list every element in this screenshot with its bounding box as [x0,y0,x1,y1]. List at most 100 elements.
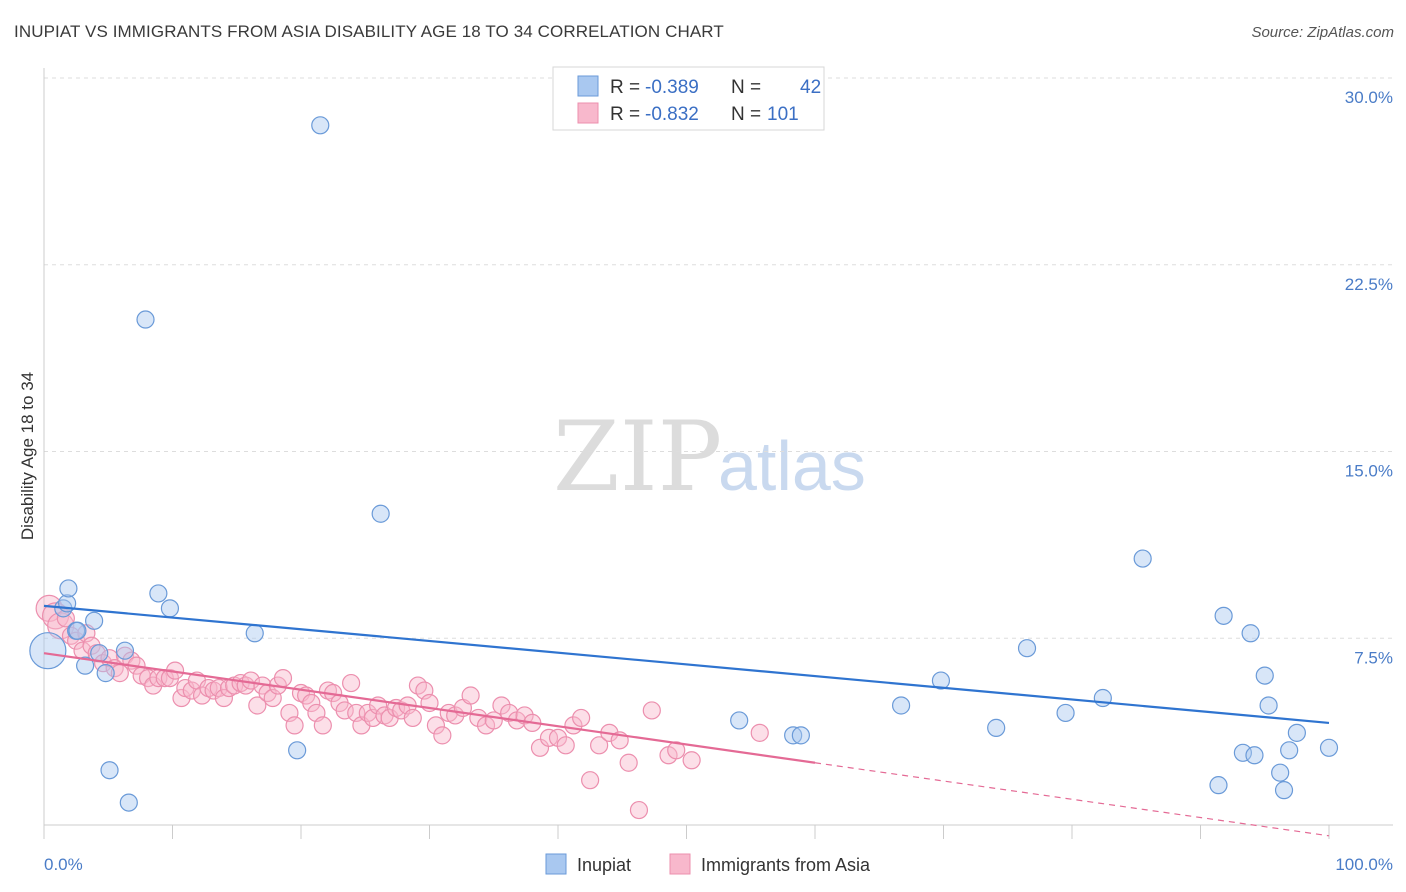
immigrants-point-45 [285,716,304,735]
immigrants-point-84 [530,738,550,757]
inupiat-point-0 [29,632,67,670]
inupiat-point-11 [115,641,135,660]
y-tick-label-3: 30.0% [1345,88,1393,107]
immigrants-point-87 [556,736,575,755]
inupiat-point-22 [791,726,810,745]
bottom-legend-label-immigrants: Immigrants from Asia [701,855,871,875]
legend-r-value-immigrants: -0.832 [645,104,699,125]
inupiat-trend-line [43,604,1330,725]
inupiat-point-16 [245,624,264,643]
immigrants-point-31 [209,678,228,698]
y-tick-labels: 7.5% 15.0% 22.5% 30.0% [1345,88,1393,667]
immigrants-point-54 [335,701,354,720]
inupiat-point-12 [119,793,138,812]
series-legend: Inupiat Immigrants from Asia [545,853,871,875]
immigrants-point-80 [500,703,519,723]
inupiat-point-41 [1319,738,1339,757]
inupiat-point-21 [784,726,803,745]
watermark-zip: ZIP [553,401,722,513]
immigrants-trend-line [43,652,816,764]
immigrants-point-70 [426,716,446,735]
bottom-legend-swatch-inupiat [545,853,567,875]
inupiat-point-13 [136,310,155,329]
inupiat-point-37 [1271,763,1290,782]
inupiat-point-17 [288,741,307,760]
inupiat-point-28 [1093,688,1112,708]
inupiat-point-3 [59,579,78,598]
inupiat-point-20 [730,711,749,730]
inupiat-point-26 [1017,639,1037,658]
immigrants-point-98 [667,741,686,760]
immigrants-point-50 [313,716,332,735]
immigrants-point-24 [172,688,191,708]
immigrants-point-82 [515,706,534,725]
correlation-legend: R = -0.389 N = 42 R = -0.832 N = 101 [552,66,825,131]
x-tick-label-min: 0.0% [44,855,83,874]
immigrants-point-89 [572,708,591,728]
immigrants-point-38 [248,696,267,715]
y-axis-label: Disability Age 18 to 34 [18,372,37,540]
immigrants-point-55 [342,673,361,693]
bottom-legend-swatch-immigrants [669,853,691,875]
immigrants-point-66 [403,708,422,728]
legend-n-label-inupiat: N = [731,77,761,98]
legend-swatch-immigrants-from-asia [577,102,599,124]
legend-n-value-immigrants: 101 [767,104,799,125]
legend-r-value-inupiat: -0.389 [645,77,699,98]
inupiat-point-39 [1280,741,1299,760]
immigrants-point-32 [214,688,233,708]
inupiat-point-15 [160,599,180,618]
inupiat-point-24 [931,671,951,690]
immigrants-point-99 [682,751,701,770]
inupiat-point-23 [891,696,911,715]
immigrants-point-95 [629,800,649,820]
inupiat-point-38 [1274,781,1294,800]
inupiat-point-14 [149,584,168,603]
inupiat-point-7 [85,611,104,630]
inupiat-point-30 [1209,776,1228,795]
immigrants-trend-extension [814,762,1330,837]
legend-swatch-inupiat [577,75,599,97]
immigrants-point-48 [302,693,321,713]
legend-n-label-immigrants: N = [731,104,761,125]
axes [43,68,1393,839]
inupiat-point-9 [96,664,115,683]
inupiat-point-10 [100,761,119,780]
y-tick-label-2: 22.5% [1345,275,1393,294]
inupiat-point-33 [1241,624,1260,643]
trend-lines [43,604,1330,837]
source-label: Source: ZipAtlas.com [1251,24,1394,41]
inupiat-point-6 [76,656,95,675]
immigrants-point-71 [433,726,452,745]
y-tick-label-0: 7.5% [1354,648,1393,667]
gridlines [44,77,1393,639]
immigrants-point-96 [642,701,661,720]
chart-title: INUPIAT VS IMMIGRANTS FROM ASIA DISABILI… [14,22,724,41]
inupiat-point-19 [371,504,390,523]
immigrants-point-94 [619,753,638,772]
x-tick-label-max: 100.0% [1335,855,1393,874]
immigrants-point-90 [581,771,600,790]
watermark-atlas: atlas [718,427,866,505]
immigrants-point-86 [548,728,568,747]
inupiat-point-32 [1233,743,1253,762]
inupiat-point-5 [68,621,87,640]
inupiat-point-29 [1133,549,1152,568]
immigrants-point-43 [273,668,293,688]
series-inupiat [29,116,1339,812]
immigrants-point-79 [492,696,511,715]
immigrants-point-100 [750,723,769,742]
inupiat-point-25 [987,718,1006,737]
legend-r-label-immigrants: R = [610,104,640,125]
inupiat-point-36 [1259,696,1278,715]
y-tick-label-1: 15.0% [1345,462,1393,481]
bottom-legend-label-inupiat: Inupiat [577,855,631,875]
inupiat-point-35 [1255,666,1274,685]
inupiat-point-18 [311,116,330,135]
inupiat-point-31 [1214,606,1233,625]
immigrants-point-28 [192,686,212,705]
series-immigrants-from-asia [35,594,769,820]
inupiat-point-34 [1245,746,1264,765]
immigrants-point-78 [484,711,503,730]
